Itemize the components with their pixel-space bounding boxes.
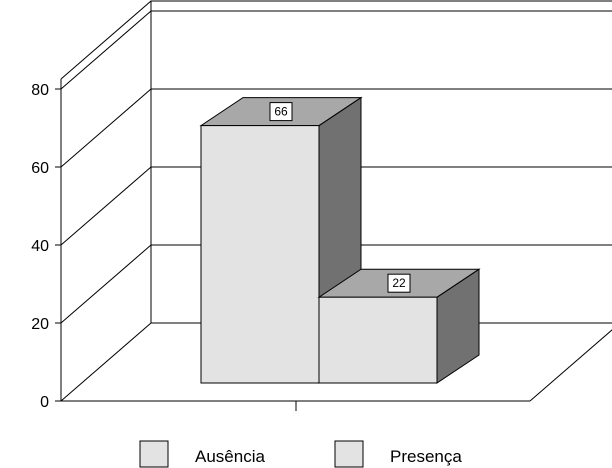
y-tick-label: 0 bbox=[40, 394, 49, 411]
y-tick-label: 20 bbox=[31, 316, 49, 333]
bar-front-face bbox=[318, 296, 438, 384]
bar-front-face bbox=[200, 125, 320, 384]
gridline-side bbox=[60, 244, 152, 324]
data-label-box bbox=[269, 102, 293, 122]
side-wall-top-edge bbox=[60, 0, 152, 80]
gridline-side bbox=[60, 166, 152, 246]
floor-right-edge bbox=[529, 329, 612, 402]
data-label: 66 bbox=[274, 105, 288, 119]
data-label-box bbox=[387, 273, 411, 293]
gridline-side bbox=[60, 10, 152, 90]
gridline-side bbox=[60, 88, 152, 168]
bars: 66 22 bbox=[199, 96, 481, 384]
gridline-side bbox=[60, 322, 152, 402]
legend-swatch bbox=[334, 440, 364, 468]
y-tick-label: 80 bbox=[31, 82, 49, 99]
legend-label: Ausência bbox=[195, 447, 265, 466]
legend: Ausência Presença bbox=[139, 440, 462, 468]
legend-swatch bbox=[139, 440, 169, 468]
y-tick-label: 40 bbox=[31, 238, 49, 255]
data-label: 22 bbox=[392, 276, 406, 290]
bar-2: 22 bbox=[317, 268, 481, 384]
legend-label: Presença bbox=[390, 447, 462, 466]
y-axis-ticks: 0 20 40 60 80 bbox=[31, 82, 297, 411]
y-tick-label: 60 bbox=[31, 160, 49, 177]
